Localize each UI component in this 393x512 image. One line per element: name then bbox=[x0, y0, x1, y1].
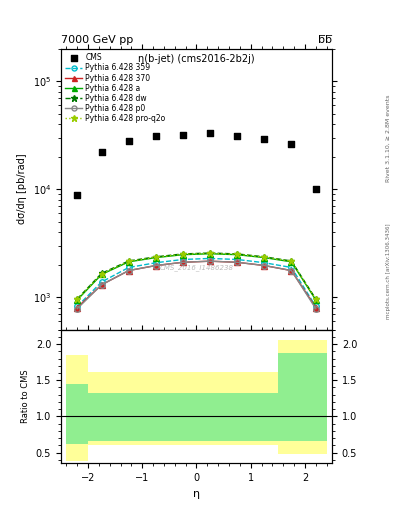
Text: mcplots.cern.ch [arXiv:1306.3436]: mcplots.cern.ch [arXiv:1306.3436] bbox=[386, 224, 391, 319]
Pythia 6.428 359 bbox=[262, 260, 266, 266]
Pythia 6.428 dw bbox=[289, 258, 294, 264]
Pythia 6.428 dw bbox=[75, 296, 79, 302]
Text: CMS_2016_I1486238: CMS_2016_I1486238 bbox=[160, 264, 233, 271]
Pythia 6.428 359 bbox=[153, 260, 158, 266]
Pythia 6.428 pro-q2o bbox=[153, 254, 158, 260]
Pythia 6.428 a bbox=[75, 297, 79, 303]
Pythia 6.428 a bbox=[180, 251, 185, 258]
Pythia 6.428 359 bbox=[126, 264, 131, 270]
Text: η(b-jet) (cms2016-2b2j): η(b-jet) (cms2016-2b2j) bbox=[138, 54, 255, 65]
CMS bbox=[74, 191, 80, 199]
Pythia 6.428 359 bbox=[75, 303, 79, 309]
Pythia 6.428 dw bbox=[126, 258, 131, 264]
Pythia 6.428 pro-q2o bbox=[180, 251, 185, 258]
Pythia 6.428 dw bbox=[314, 296, 318, 302]
Pythia 6.428 370 bbox=[314, 305, 318, 311]
Pythia 6.428 dw bbox=[208, 250, 212, 256]
Pythia 6.428 370 bbox=[262, 263, 266, 269]
Pythia 6.428 370 bbox=[153, 263, 158, 269]
Pythia 6.428 a bbox=[289, 259, 294, 265]
Pythia 6.428 pro-q2o bbox=[262, 254, 266, 260]
Pythia 6.428 pro-q2o bbox=[208, 250, 212, 257]
Line: Pythia 6.428 370: Pythia 6.428 370 bbox=[74, 259, 319, 310]
X-axis label: η: η bbox=[193, 488, 200, 499]
Line: Pythia 6.428 pro-q2o: Pythia 6.428 pro-q2o bbox=[74, 250, 319, 303]
Pythia 6.428 p0 bbox=[235, 259, 239, 265]
Pythia 6.428 a bbox=[262, 254, 266, 261]
Pythia 6.428 dw bbox=[180, 251, 185, 257]
Pythia 6.428 370 bbox=[208, 258, 212, 264]
CMS bbox=[313, 185, 319, 193]
Pythia 6.428 359 bbox=[235, 257, 239, 263]
Pythia 6.428 a bbox=[126, 259, 131, 265]
Text: b̅b̅: b̅b̅ bbox=[318, 35, 332, 45]
Pythia 6.428 359 bbox=[314, 303, 318, 309]
Y-axis label: dσ/dη [pb/rad]: dσ/dη [pb/rad] bbox=[17, 154, 27, 224]
Pythia 6.428 p0 bbox=[262, 263, 266, 269]
CMS bbox=[98, 148, 105, 156]
Legend: CMS, Pythia 6.428 359, Pythia 6.428 370, Pythia 6.428 a, Pythia 6.428 dw, Pythia: CMS, Pythia 6.428 359, Pythia 6.428 370,… bbox=[64, 52, 167, 124]
Pythia 6.428 370 bbox=[289, 267, 294, 273]
Pythia 6.428 370 bbox=[126, 267, 131, 273]
Pythia 6.428 pro-q2o bbox=[314, 296, 318, 303]
Pythia 6.428 a bbox=[314, 297, 318, 303]
Pythia 6.428 a bbox=[208, 251, 212, 257]
Pythia 6.428 a bbox=[99, 271, 104, 278]
CMS bbox=[261, 135, 267, 143]
Pythia 6.428 dw bbox=[235, 251, 239, 257]
Pythia 6.428 p0 bbox=[180, 259, 185, 265]
Pythia 6.428 dw bbox=[99, 270, 104, 276]
Pythia 6.428 p0 bbox=[208, 258, 212, 264]
Line: Pythia 6.428 dw: Pythia 6.428 dw bbox=[74, 249, 319, 303]
Pythia 6.428 pro-q2o bbox=[235, 251, 239, 258]
Pythia 6.428 p0 bbox=[289, 267, 294, 273]
Text: 7000 GeV pp: 7000 GeV pp bbox=[61, 35, 133, 45]
Pythia 6.428 pro-q2o bbox=[75, 296, 79, 303]
Line: Pythia 6.428 359: Pythia 6.428 359 bbox=[74, 255, 319, 309]
CMS bbox=[234, 132, 240, 140]
Pythia 6.428 p0 bbox=[314, 306, 318, 312]
Pythia 6.428 p0 bbox=[153, 263, 158, 269]
Pythia 6.428 a bbox=[235, 251, 239, 258]
Pythia 6.428 359 bbox=[208, 255, 212, 262]
Pythia 6.428 p0 bbox=[75, 306, 79, 312]
Pythia 6.428 dw bbox=[262, 254, 266, 260]
Pythia 6.428 p0 bbox=[126, 267, 131, 273]
Pythia 6.428 359 bbox=[180, 257, 185, 263]
Pythia 6.428 dw bbox=[153, 254, 158, 260]
Pythia 6.428 370 bbox=[180, 259, 185, 265]
Pythia 6.428 359 bbox=[289, 264, 294, 270]
Y-axis label: Ratio to CMS: Ratio to CMS bbox=[21, 370, 30, 423]
CMS bbox=[180, 131, 186, 139]
Pythia 6.428 a bbox=[153, 254, 158, 261]
Pythia 6.428 pro-q2o bbox=[126, 259, 131, 265]
CMS bbox=[207, 129, 213, 137]
Line: Pythia 6.428 a: Pythia 6.428 a bbox=[74, 251, 319, 303]
Pythia 6.428 370 bbox=[75, 305, 79, 311]
Text: Rivet 3.1.10, ≥ 2.8M events: Rivet 3.1.10, ≥ 2.8M events bbox=[386, 95, 391, 182]
CMS bbox=[288, 140, 295, 148]
Pythia 6.428 pro-q2o bbox=[289, 259, 294, 265]
Pythia 6.428 359 bbox=[99, 279, 104, 285]
Line: Pythia 6.428 p0: Pythia 6.428 p0 bbox=[74, 259, 319, 311]
CMS bbox=[125, 137, 132, 145]
Pythia 6.428 370 bbox=[99, 282, 104, 288]
Pythia 6.428 pro-q2o bbox=[99, 271, 104, 277]
Pythia 6.428 370 bbox=[235, 259, 239, 265]
CMS bbox=[152, 132, 159, 140]
Pythia 6.428 p0 bbox=[99, 282, 104, 288]
